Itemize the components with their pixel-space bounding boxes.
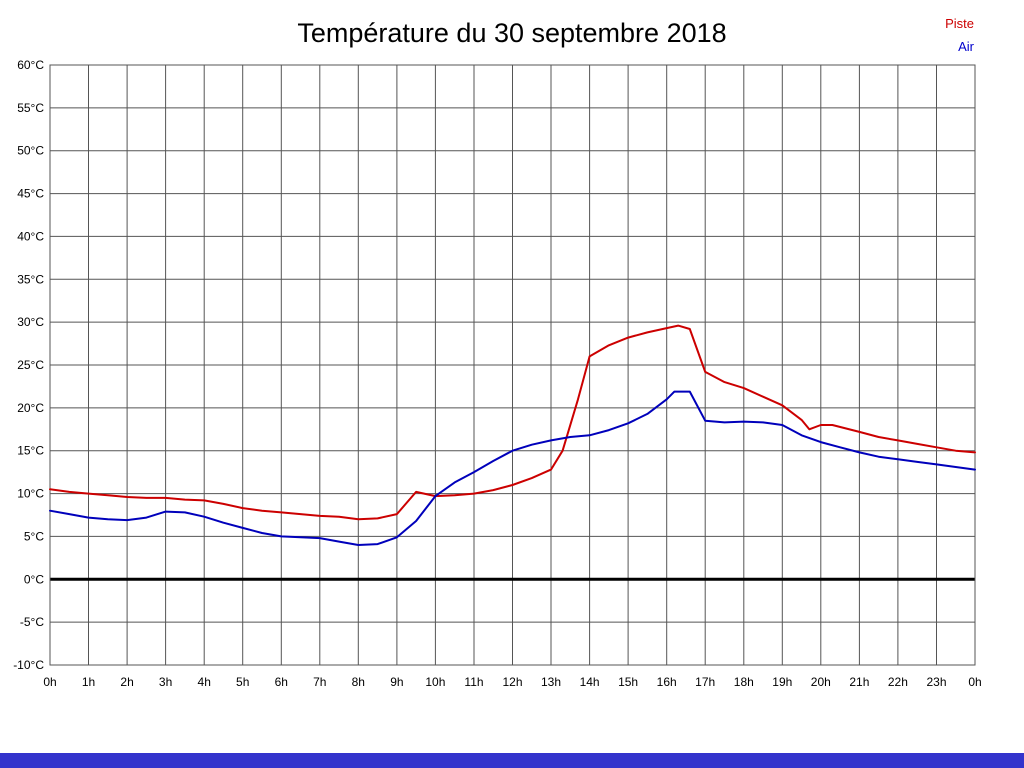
y-tick-label: 10°C — [17, 487, 44, 501]
x-tick-label: 11h — [464, 675, 483, 689]
x-tick-label: 18h — [734, 675, 754, 689]
x-tick-label: 6h — [275, 675, 288, 689]
x-tick-label: 4h — [198, 675, 211, 689]
x-tick-label: 22h — [888, 675, 908, 689]
y-tick-label: 15°C — [17, 444, 44, 458]
x-tick-label: 7h — [313, 675, 326, 689]
y-tick-label: -10°C — [13, 658, 44, 672]
plot-border — [49, 64, 976, 666]
y-tick-label: 45°C — [17, 187, 44, 201]
x-tick-label: 19h — [772, 675, 792, 689]
legend-item-piste: Piste — [945, 16, 974, 31]
x-tick-label: 10h — [425, 675, 445, 689]
y-tick-label: 0°C — [24, 572, 44, 586]
y-tick-label: -5°C — [20, 615, 44, 629]
legend: Piste Air — [945, 12, 974, 58]
x-tick-label: 23h — [926, 675, 946, 689]
x-tick-label: 2h — [120, 675, 133, 689]
y-tick-label: 40°C — [17, 229, 44, 243]
y-tick-label: 25°C — [17, 358, 44, 372]
x-tick-label: 3h — [159, 675, 172, 689]
x-tick-label: 9h — [390, 675, 403, 689]
chart-title: Température du 30 septembre 2018 — [297, 18, 727, 48]
y-tick-label: 5°C — [24, 529, 44, 543]
y-tick-label: 50°C — [17, 144, 44, 158]
x-tick-label: 20h — [811, 675, 831, 689]
x-tick-label: 1h — [82, 675, 95, 689]
x-tick-label: 14h — [580, 675, 600, 689]
series-line-piste — [49, 324, 976, 521]
bottom-bar — [0, 753, 1024, 768]
y-tick-label: 35°C — [17, 272, 44, 286]
y-tick-label: 55°C — [17, 101, 44, 115]
x-tick-label: 0h — [968, 675, 981, 689]
x-tick-label: 0h — [43, 675, 56, 689]
x-tick-label: 15h — [618, 675, 638, 689]
x-tick-label: 5h — [236, 675, 249, 689]
series-line-air — [49, 390, 976, 546]
legend-item-air: Air — [958, 39, 974, 54]
x-tick-label: 17h — [695, 675, 715, 689]
y-tick-label: 20°C — [17, 401, 44, 415]
x-tick-label: 8h — [352, 675, 365, 689]
y-tick-label: 60°C — [17, 58, 44, 72]
y-tick-label: 30°C — [17, 315, 44, 329]
x-tick-label: 12h — [502, 675, 522, 689]
x-tick-label: 21h — [849, 675, 869, 689]
x-tick-label: 16h — [657, 675, 677, 689]
x-tick-label: 13h — [541, 675, 561, 689]
